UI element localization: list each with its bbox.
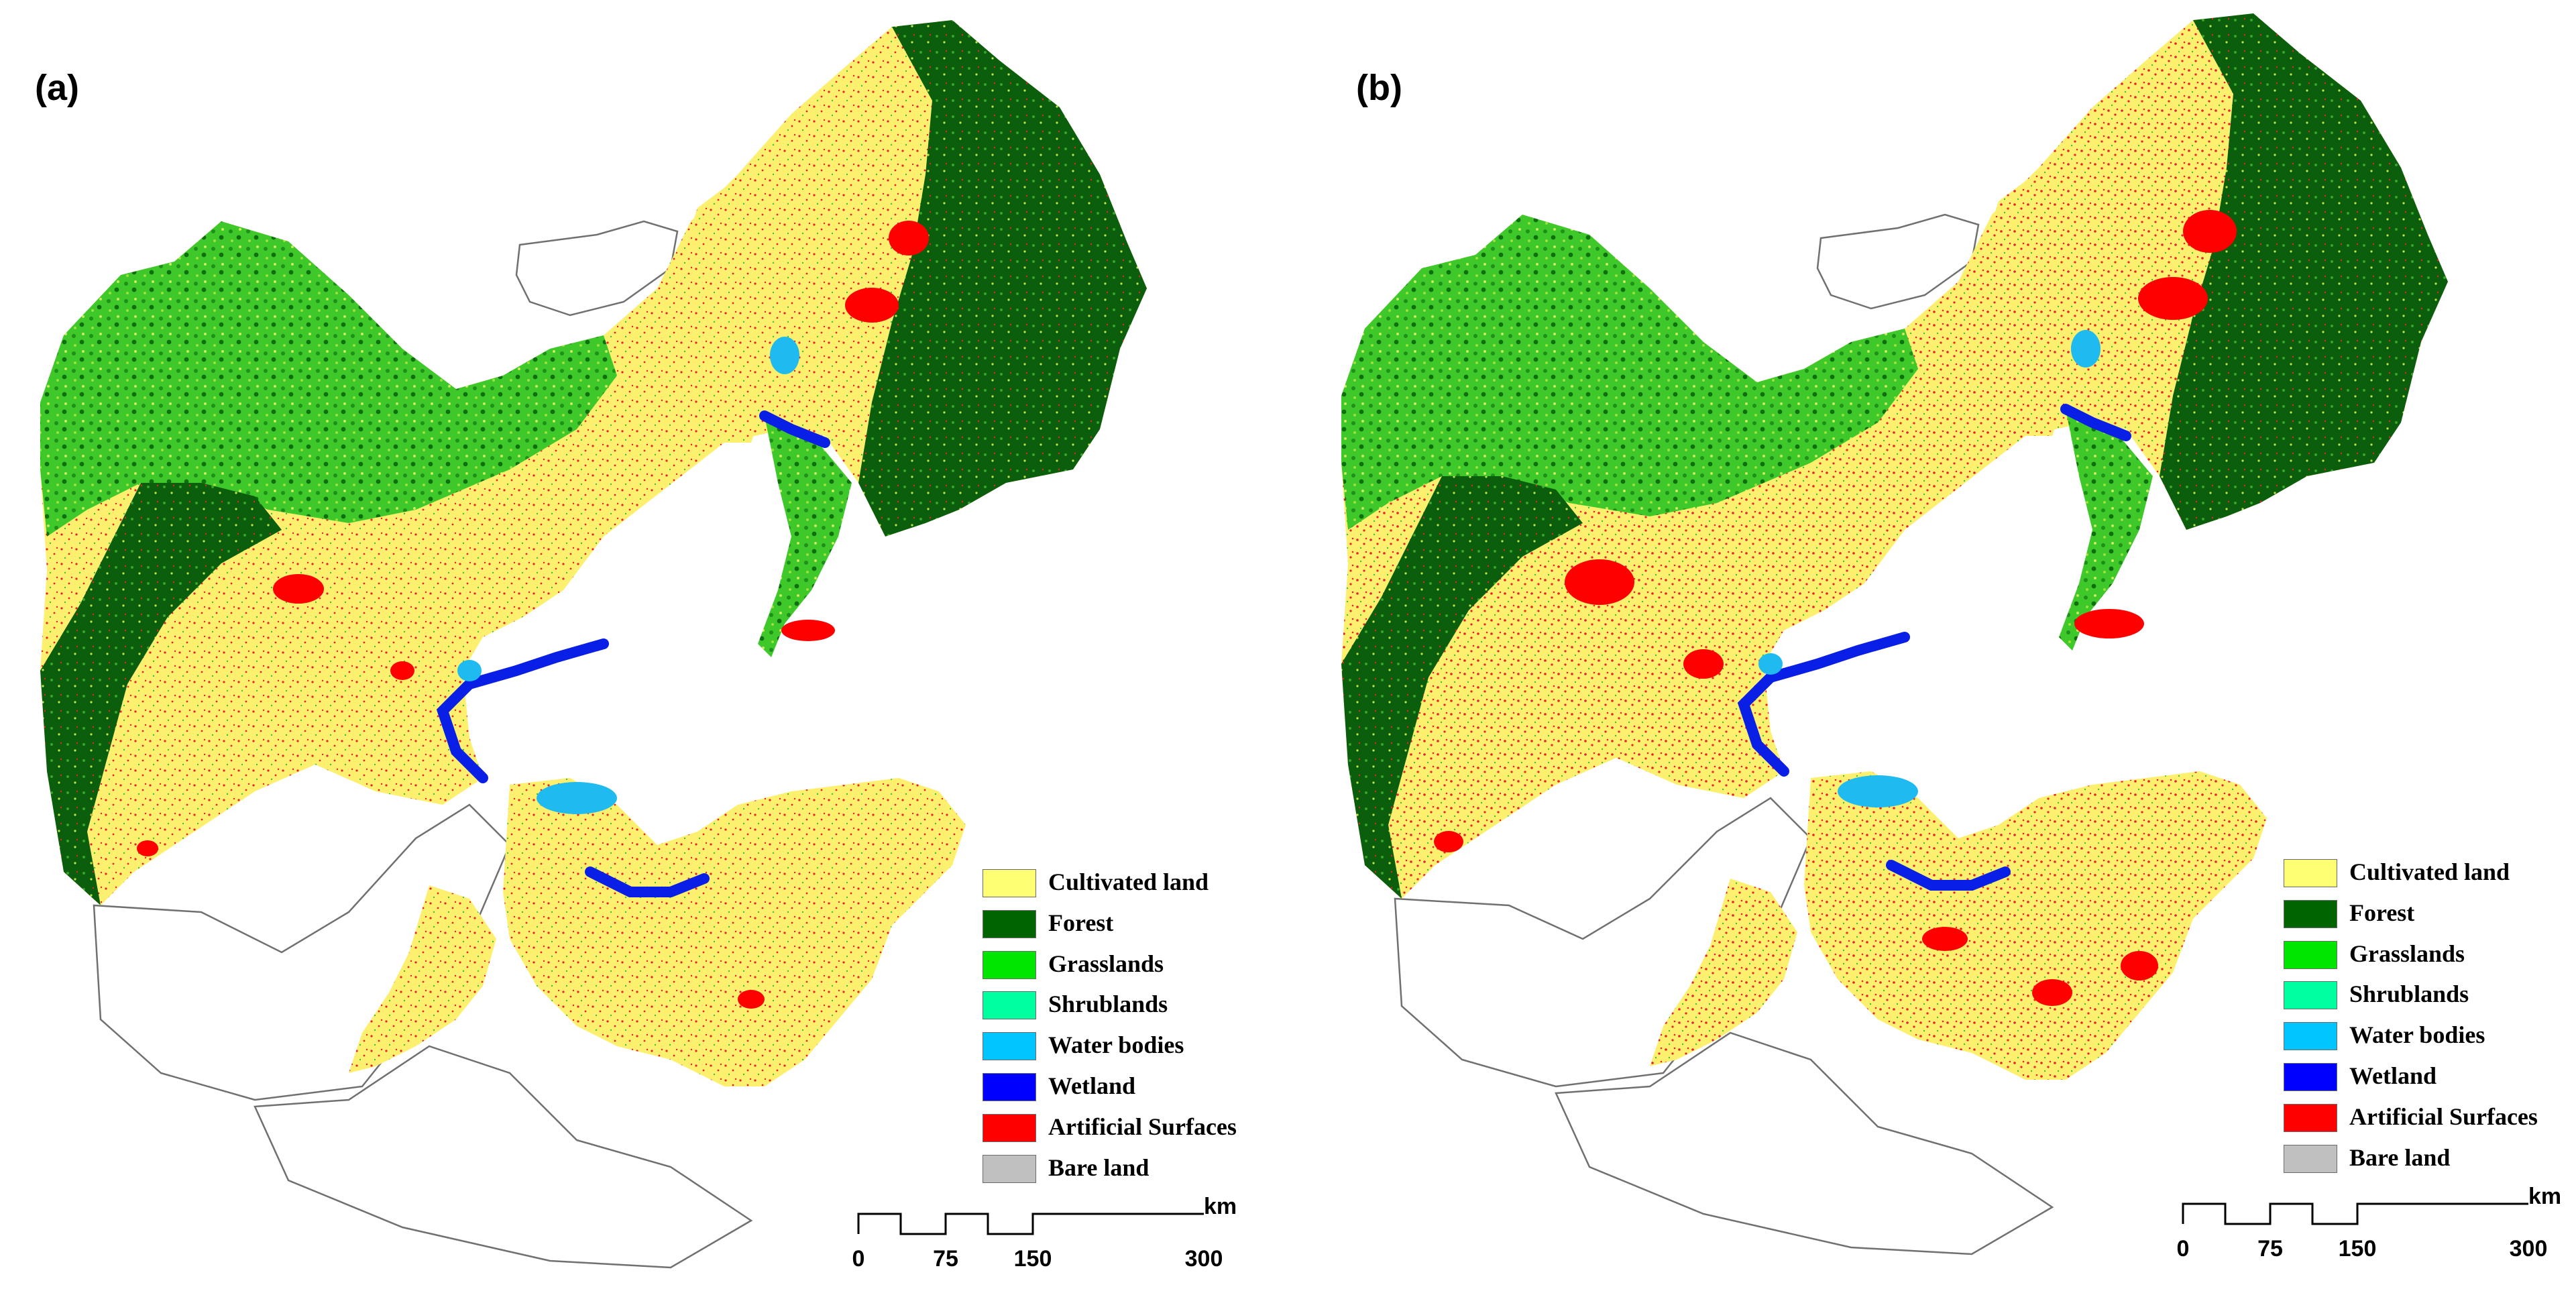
legend-label: Bare land xyxy=(2349,1143,2451,1171)
legend-swatch xyxy=(2284,859,2337,887)
scale-tick-label: 0 xyxy=(852,1246,865,1272)
legend-label: Water bodies xyxy=(2349,1021,2485,1049)
legend-label: Artificial Surfaces xyxy=(1048,1113,1237,1140)
scale-bar-b: 0 75 150 300 km xyxy=(2153,1184,2562,1264)
scale-bar-a: 0 75 150 300 km xyxy=(828,1194,1237,1274)
legend-item: Cultivated land xyxy=(2284,855,2576,896)
legend-label: Cultivated land xyxy=(2349,858,2510,885)
legend-label: Bare land xyxy=(1048,1154,1150,1181)
scale-tick-label: 150 xyxy=(2338,1236,2377,1261)
legend-label: Artificial Surfaces xyxy=(2349,1103,2538,1130)
legend-a: Cultivated land Forest Grasslands Shrubl… xyxy=(983,865,1358,1191)
legend-label: Shrublands xyxy=(1048,991,1168,1018)
legend-swatch xyxy=(2284,940,2337,969)
legend-item: Artificial Surfaces xyxy=(983,1110,1358,1151)
land-cover-regions xyxy=(1341,13,2448,1080)
scale-bar-graphic xyxy=(857,1213,1204,1235)
legend-item: Grasslands xyxy=(2284,937,2576,978)
legend-item: Forest xyxy=(983,906,1358,947)
legend-label: Grasslands xyxy=(1048,950,1164,977)
panel-label-b: (b) xyxy=(1356,68,1402,108)
legend-item: Grasslands xyxy=(983,947,1358,988)
legend-swatch xyxy=(2284,1103,2337,1132)
scale-tick-label: 75 xyxy=(933,1246,958,1272)
legend-swatch xyxy=(983,1032,1036,1061)
wetland-coastline xyxy=(436,410,830,897)
scale-tick-label: 150 xyxy=(1013,1246,1052,1272)
legend-item: Bare land xyxy=(983,1151,1358,1192)
scale-tick-label: 300 xyxy=(1184,1246,1223,1272)
legend-label: Water bodies xyxy=(1048,1031,1184,1059)
legend-b: Cultivated land Forest Grasslands Shrubl… xyxy=(2284,855,2576,1181)
land-cover-map-b xyxy=(1341,13,2448,1255)
artificial-surfaces xyxy=(137,221,929,1009)
legend-item: Cultivated land xyxy=(983,865,1358,906)
scale-bar-graphic xyxy=(2182,1202,2528,1225)
legend-label: Shrublands xyxy=(2349,980,2469,1008)
legend-swatch xyxy=(983,1154,1036,1183)
legend-item: Wetland xyxy=(2284,1059,2576,1100)
land-cover-map-a xyxy=(40,20,1147,1269)
legend-swatch xyxy=(983,869,1036,897)
legend-item: Wetland xyxy=(983,1069,1358,1110)
legend-swatch xyxy=(2284,899,2337,928)
legend-label: Forest xyxy=(2349,899,2415,926)
scale-unit-label: km xyxy=(2528,1184,2562,1209)
legend-swatch xyxy=(2284,981,2337,1010)
legend-item: Forest xyxy=(2284,896,2576,937)
land-cover-regions xyxy=(40,20,1147,1086)
map-panel-a: (a) Cultivated land Forest Grasslands Sh… xyxy=(35,20,1237,1274)
legend-swatch xyxy=(983,1072,1036,1101)
legend-swatch xyxy=(2284,1022,2337,1051)
water-bodies xyxy=(457,337,799,814)
legend-swatch xyxy=(983,950,1036,979)
legend-swatch xyxy=(983,991,1036,1020)
legend-label: Grasslands xyxy=(2349,940,2465,967)
legend-item: Water bodies xyxy=(983,1028,1358,1069)
legend-label: Cultivated land xyxy=(1048,868,1209,895)
legend-swatch xyxy=(2284,1144,2337,1173)
scale-tick-label: 300 xyxy=(2509,1236,2548,1261)
legend-swatch xyxy=(983,1113,1036,1142)
legend-item: Water bodies xyxy=(2284,1018,2576,1059)
wetland-coastline xyxy=(1737,404,2131,891)
panel-label-a: (a) xyxy=(35,68,79,108)
scale-tick-label: 0 xyxy=(2176,1236,2190,1261)
legend-label: Wetland xyxy=(1048,1072,1136,1099)
scale-unit-label: km xyxy=(1204,1194,1237,1219)
legend-item: Shrublands xyxy=(2284,977,2576,1018)
legend-label: Forest xyxy=(1048,909,1114,936)
map-panel-b: (b) Cultivated land Forest Grasslands Sh… xyxy=(1314,0,2576,1291)
legend-item: Shrublands xyxy=(983,987,1358,1028)
legend-label: Wetland xyxy=(2349,1062,2437,1089)
legend-swatch xyxy=(2284,1062,2337,1091)
artificial-surfaces xyxy=(1434,210,2237,1006)
legend-item: Bare land xyxy=(2284,1141,2576,1182)
scale-tick-label: 75 xyxy=(2257,1236,2283,1261)
water-bodies xyxy=(1758,330,2101,807)
legend-item: Artificial Surfaces xyxy=(2284,1100,2576,1141)
legend-swatch xyxy=(983,909,1036,938)
